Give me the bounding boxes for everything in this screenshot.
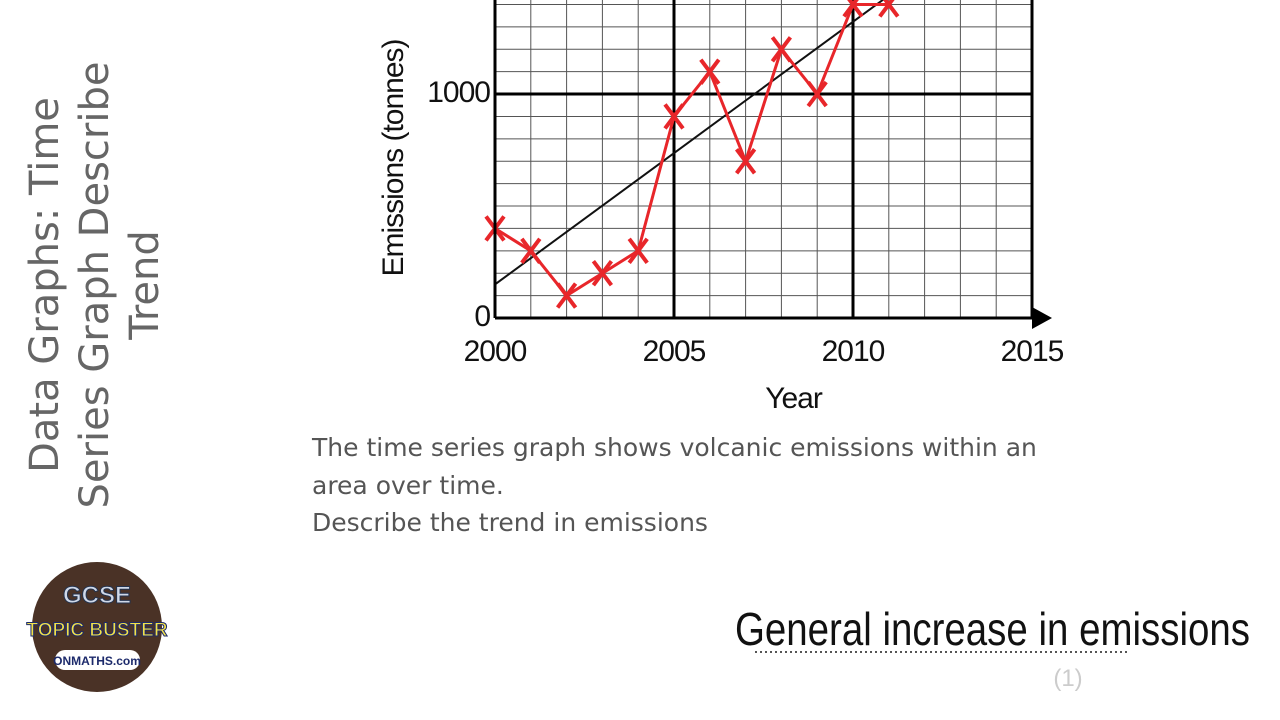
x-axis-label: Year <box>765 382 823 415</box>
sidebar-title-line: Data Graphs: Time <box>22 97 68 473</box>
data-marker <box>591 260 613 287</box>
data-marker <box>770 36 792 63</box>
sidebar-title-line: Series Graph Describe <box>72 62 118 509</box>
answer: General increase in emissions <box>735 603 1250 655</box>
chart: 2000 2005 2010 2015 0 1000 Year Emissions (tonn… <box>377 0 1065 415</box>
x-tick-label: 2005 <box>643 335 706 368</box>
x-tick-label: 2015 <box>1001 335 1064 368</box>
data-marker <box>556 282 578 309</box>
y-tick-label: 1000 <box>427 76 490 109</box>
logo-text: TOPIC BUSTER <box>26 620 167 641</box>
y-axis-label: Emissions (tonnes) <box>377 39 410 276</box>
logo-text: GCSE <box>63 582 131 609</box>
logo: GCSE TOPIC BUSTER ONMATHS.com <box>26 562 168 692</box>
data-marker <box>842 0 864 18</box>
y-tick-label: 0 <box>474 300 490 333</box>
marks: (1) <box>1053 665 1082 692</box>
data-marker <box>878 0 900 18</box>
data-marker <box>806 80 828 108</box>
data-marker <box>735 148 757 175</box>
data-marker <box>520 237 542 265</box>
data-marker <box>627 237 649 265</box>
trend-line <box>495 0 885 286</box>
sidebar-title-line: Trend <box>122 230 168 340</box>
question-line: area over time. <box>312 471 504 500</box>
x-tick-label: 2010 <box>822 335 885 368</box>
sidebar: Data Graphs: Time Series Graph Describe … <box>22 62 168 509</box>
x-tick-label: 2000 <box>464 335 527 368</box>
logo-text: ONMATHS.com <box>53 654 141 668</box>
question-line: Describe the trend in emissions <box>312 508 708 537</box>
data-marker <box>663 103 685 130</box>
series-line <box>495 2 889 298</box>
data-marker <box>699 58 721 85</box>
question-line: The time series graph shows volcanic emi… <box>311 433 1037 462</box>
x-axis-arrow <box>1032 307 1052 329</box>
logo-pill <box>55 650 140 670</box>
